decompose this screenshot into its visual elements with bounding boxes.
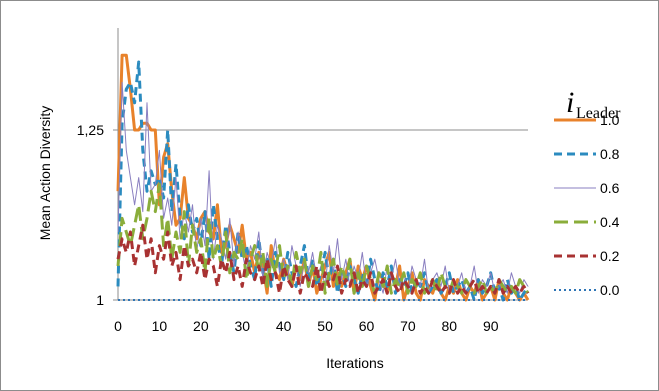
legend-title-sub: Leader bbox=[576, 105, 621, 122]
x-tick-label: 90 bbox=[483, 318, 499, 334]
series-lines bbox=[116, 53, 530, 302]
tick-labels: 1 1,25 0 10 20 30 40 50 60 70 80 90 bbox=[77, 122, 499, 334]
legend-label-0-0: 0.0 bbox=[600, 282, 620, 298]
legend-label-0-8: 0.8 bbox=[600, 146, 620, 162]
x-tick-label: 60 bbox=[359, 318, 375, 334]
legend-label-0-4: 0.4 bbox=[600, 214, 620, 230]
legend-label-0-2: 0.2 bbox=[600, 248, 620, 264]
series-line-0-8 bbox=[116, 60, 530, 302]
y-tick-label: 1 bbox=[96, 292, 104, 308]
legend-label-1-0: 1.0 bbox=[600, 112, 620, 128]
x-tick-label: 0 bbox=[114, 318, 122, 334]
x-tick-label: 70 bbox=[400, 318, 416, 334]
series-line-0-2 bbox=[116, 223, 530, 295]
legend-label-0-6: 0.6 bbox=[600, 180, 620, 196]
legend: i Leader 1.0 0.8 0.6 0.4 0.2 0.0 bbox=[554, 86, 621, 298]
x-tick-label: 50 bbox=[317, 318, 333, 334]
x-tick-label: 20 bbox=[193, 318, 209, 334]
x-tick-label: 40 bbox=[276, 318, 292, 334]
x-tick-label: 30 bbox=[234, 318, 250, 334]
legend-title-main: i bbox=[566, 86, 574, 119]
x-axis-title: Iterations bbox=[326, 355, 384, 371]
y-tick-label: 1,25 bbox=[77, 122, 104, 138]
x-tick-label: 80 bbox=[442, 318, 458, 334]
y-axis-title: Mean Action Diversity bbox=[37, 106, 53, 241]
x-tick-label: 10 bbox=[152, 318, 168, 334]
